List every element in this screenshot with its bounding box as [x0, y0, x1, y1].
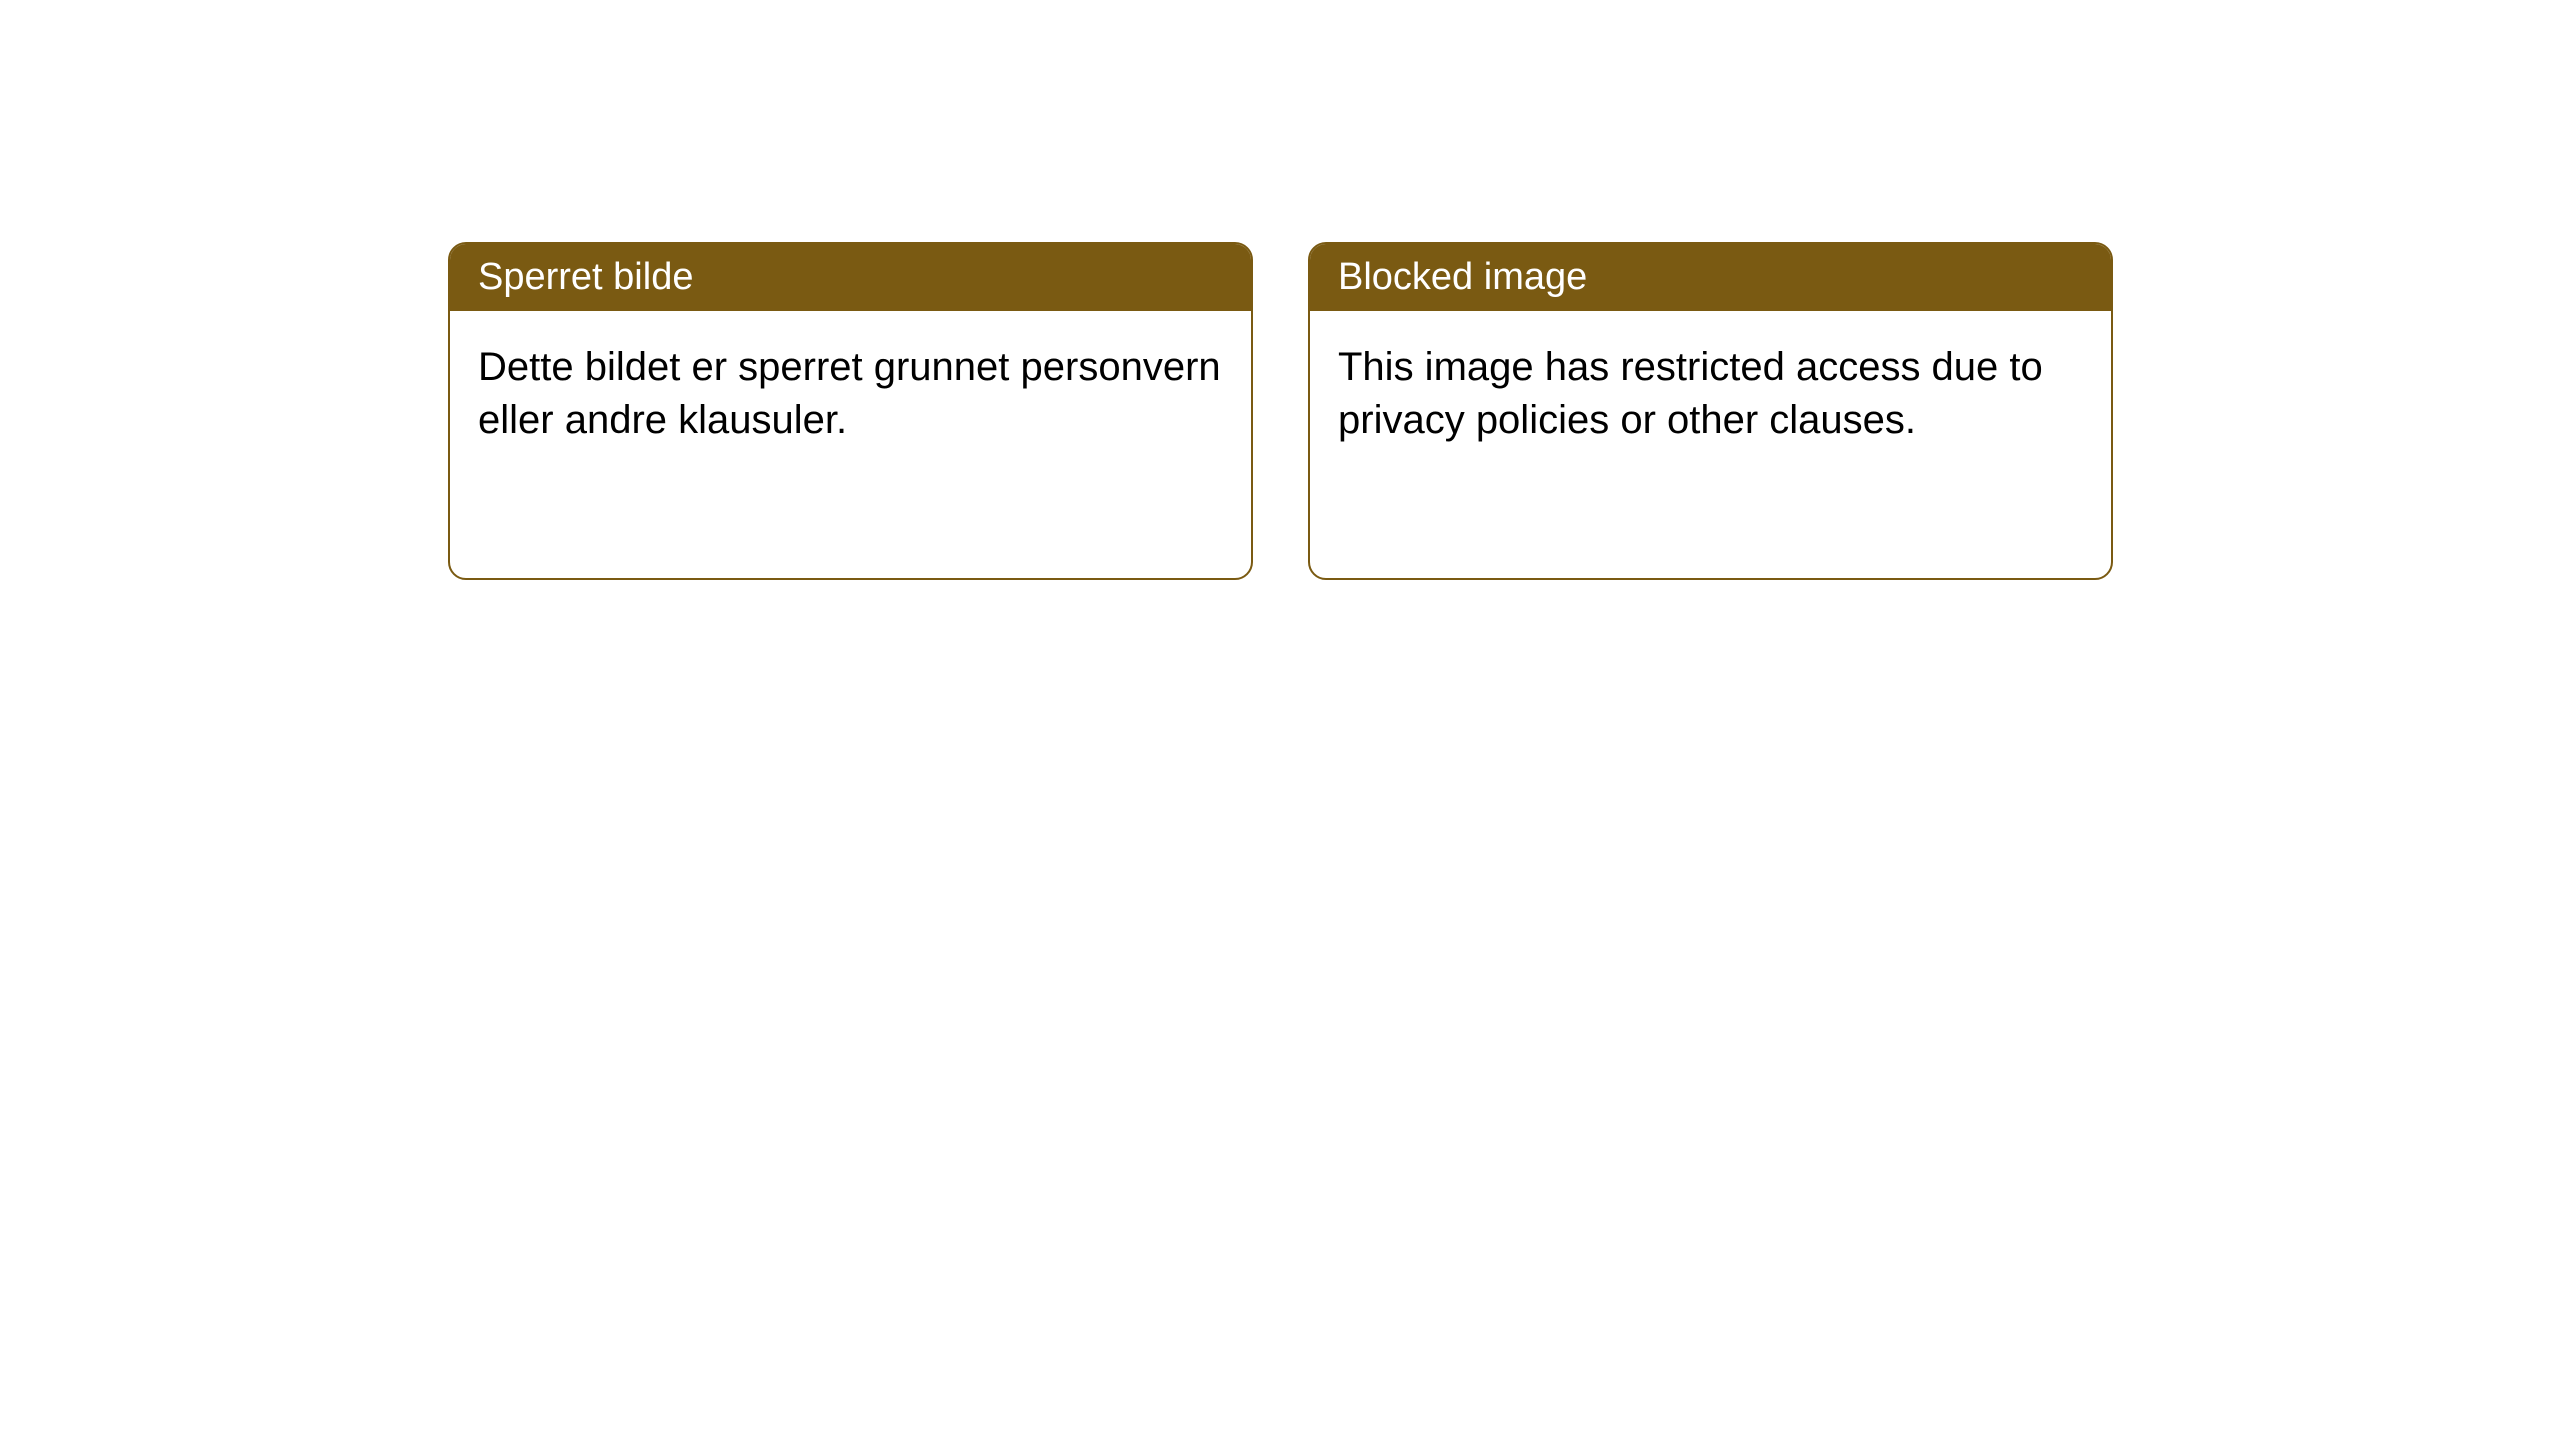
notice-card-english: Blocked image This image has restricted …	[1308, 242, 2113, 580]
notice-card-norwegian: Sperret bilde Dette bildet er sperret gr…	[448, 242, 1253, 580]
card-body: Dette bildet er sperret grunnet personve…	[450, 311, 1251, 477]
card-title: Blocked image	[1338, 256, 1587, 298]
card-title: Sperret bilde	[478, 256, 693, 298]
card-header: Sperret bilde	[450, 244, 1251, 311]
card-body-text: This image has restricted access due to …	[1338, 345, 2043, 442]
notice-cards-container: Sperret bilde Dette bildet er sperret gr…	[0, 0, 2560, 580]
card-body: This image has restricted access due to …	[1310, 311, 2111, 477]
card-body-text: Dette bildet er sperret grunnet personve…	[478, 345, 1221, 442]
card-header: Blocked image	[1310, 244, 2111, 311]
